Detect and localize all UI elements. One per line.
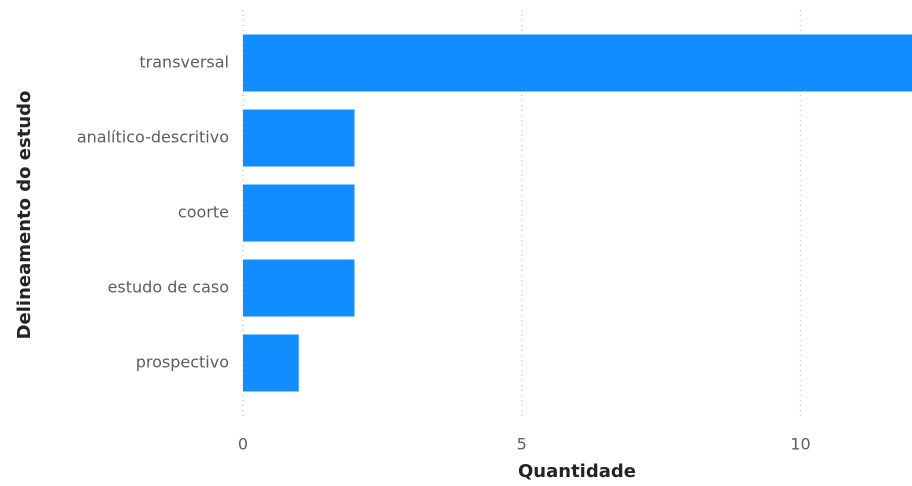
y-tick-label: analítico-descritivo — [77, 128, 229, 147]
y-tick-label: prospectivo — [136, 353, 229, 372]
y-tick-label: transversal — [139, 53, 229, 72]
y-tick-label: estudo de caso — [108, 278, 229, 297]
bar — [243, 34, 912, 92]
bar — [243, 184, 355, 242]
bar — [243, 334, 299, 392]
y-axis-title: Delineamento do estudo — [14, 91, 35, 340]
bar — [243, 259, 355, 317]
x-tick-label: 10 — [790, 435, 810, 454]
y-tick-label: coorte — [178, 203, 229, 222]
x-axis-title: Quantidade — [518, 461, 636, 482]
x-tick-label: 0 — [238, 435, 248, 454]
x-tick-label: 5 — [517, 435, 527, 454]
bar — [243, 109, 355, 167]
